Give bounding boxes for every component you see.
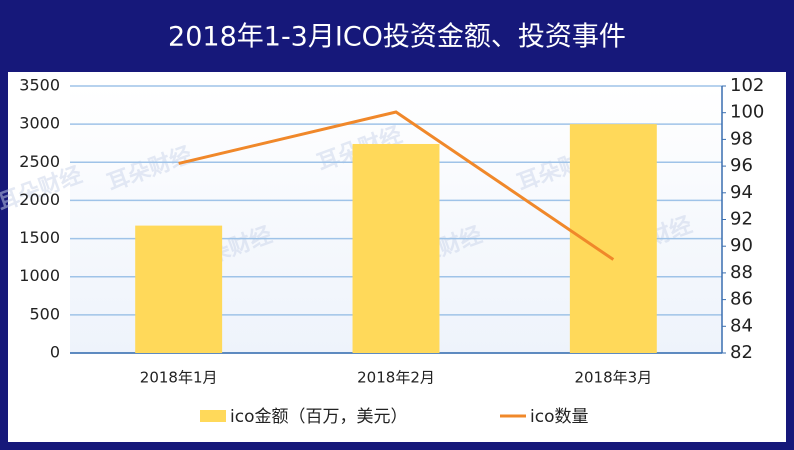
y2-tick-label: 82 xyxy=(730,342,753,363)
bar xyxy=(352,143,440,353)
y2-tick-label: 98 xyxy=(730,128,753,149)
y-tick-label: 2500 xyxy=(19,152,60,171)
legend-swatch xyxy=(200,410,226,422)
y2-tick-label: 84 xyxy=(730,315,753,336)
y2-tick-label: 90 xyxy=(730,235,753,256)
y2-tick-label: 88 xyxy=(730,262,753,283)
line xyxy=(178,110,615,261)
y2-tick-label: 94 xyxy=(730,182,753,203)
y2-tick-label: 92 xyxy=(730,209,753,230)
x-tick-label: 2018年1月 xyxy=(140,369,218,387)
legend-label: ico数量 xyxy=(530,407,588,427)
y-tick-label: 1000 xyxy=(19,266,60,285)
y-tick-label: 2000 xyxy=(19,190,60,209)
y2-tick-label: 86 xyxy=(730,289,753,310)
y2-tick-label: 96 xyxy=(730,155,753,176)
y-tick-label: 1500 xyxy=(19,228,60,247)
y2-tick-label: 100 xyxy=(730,102,764,123)
y-tick-label: 500 xyxy=(29,304,60,323)
y2-tick-label: 102 xyxy=(730,75,764,96)
y-tick-label: 3500 xyxy=(19,76,60,95)
y-tick-label: 3000 xyxy=(19,114,60,133)
bar xyxy=(135,225,223,353)
x-tick-label: 2018年3月 xyxy=(574,369,652,387)
legend-label: ico金额（百万，美元） xyxy=(230,407,407,427)
chart-title: 2018年1-3月ICO投资金额、投资事件 xyxy=(168,22,626,53)
y-tick-label: 0 xyxy=(50,343,60,362)
x-tick-label: 2018年2月 xyxy=(357,369,435,387)
